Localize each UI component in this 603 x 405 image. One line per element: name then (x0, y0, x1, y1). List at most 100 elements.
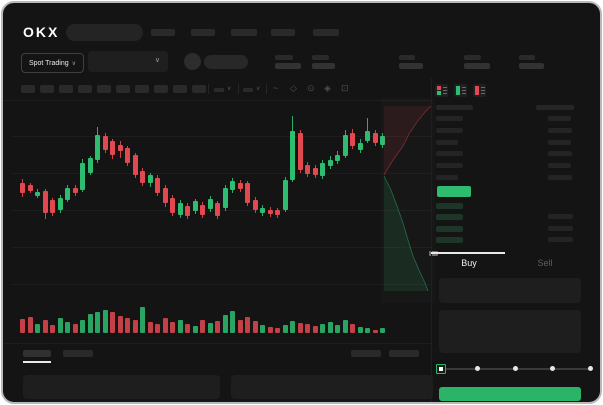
nav-item[interactable] (231, 29, 257, 36)
candle-body (170, 198, 175, 213)
gridline (11, 247, 431, 248)
volume-bar (357, 327, 363, 333)
tab-buy[interactable]: Buy (461, 258, 477, 268)
volume-bar (27, 317, 33, 333)
candle-body (312, 168, 318, 175)
toolbar-button[interactable] (192, 85, 206, 93)
bottom-link[interactable] (389, 350, 419, 357)
candle-body (290, 131, 295, 180)
nav-item[interactable] (191, 29, 215, 36)
ask-price (436, 116, 463, 121)
slider-stop-dot[interactable] (512, 365, 518, 371)
toolbar-button[interactable] (40, 85, 54, 93)
icon-line (481, 87, 485, 88)
candle-body (110, 141, 115, 155)
icon-line (443, 90, 447, 91)
pair-dropdown[interactable]: ∨ (88, 51, 168, 72)
chevron-down-icon: ∨ (154, 57, 160, 64)
amount-input[interactable] (439, 310, 581, 353)
tab-sell[interactable]: Sell (537, 258, 553, 268)
toolbar-button[interactable] (135, 85, 149, 93)
bid-amount (548, 225, 573, 231)
volume-bar (260, 325, 265, 333)
buy-button[interactable] (439, 387, 581, 401)
orderbook-asks-icon[interactable] (473, 84, 486, 97)
draw-icon[interactable]: ◇ (290, 83, 297, 93)
candle-body (357, 143, 363, 150)
candle-body (147, 175, 153, 183)
avatar[interactable] (184, 53, 201, 70)
toolbar-button[interactable] (116, 85, 130, 93)
candle-body (132, 155, 138, 175)
ask-amount (548, 151, 572, 157)
okx-logo: OKX (23, 24, 60, 40)
bid-price (436, 214, 463, 221)
volume-bar (297, 323, 303, 333)
bottom-tab[interactable] (23, 350, 51, 357)
ask-price (436, 151, 463, 157)
orderbook-bid-row[interactable] (431, 201, 583, 212)
bid-price (436, 236, 463, 243)
camera-icon[interactable]: ⊙ (307, 83, 315, 93)
orderbook-bid-row[interactable] (431, 235, 583, 246)
toolbar-button[interactable] (173, 85, 187, 93)
slider-stop-dot[interactable] (587, 365, 593, 371)
candle-body (72, 188, 78, 193)
icon-line (481, 93, 485, 94)
toolbar-button[interactable] (97, 85, 111, 93)
stat-value (519, 63, 544, 69)
nav-item[interactable] (313, 29, 339, 36)
nav-item[interactable] (271, 29, 295, 36)
candle-body (140, 171, 145, 183)
candle-body (65, 188, 70, 200)
fullscreen-icon[interactable]: ⊡ (341, 83, 349, 93)
stat-label (399, 55, 415, 60)
indicator-dropdown[interactable]: ∨ (243, 85, 267, 94)
toolbar-button[interactable] (78, 85, 92, 93)
orderbook-combined-icon[interactable] (435, 84, 448, 97)
magnet-icon[interactable]: ◈ (324, 83, 331, 93)
orderbook-ask-row[interactable] (431, 172, 583, 183)
slider-handle[interactable] (436, 364, 446, 374)
search-input[interactable] (66, 24, 143, 41)
ask-amount (548, 127, 572, 133)
line-style-icon[interactable]: ~ (273, 83, 279, 93)
volume-bar (162, 318, 168, 333)
orderbook-bid-row[interactable] (431, 224, 583, 235)
bottom-link[interactable] (351, 350, 381, 357)
slider-stop-dot[interactable] (475, 365, 480, 371)
nav-item[interactable] (151, 29, 175, 36)
volume-bar (117, 316, 123, 333)
volume-bar (275, 328, 280, 333)
volume-bar (87, 314, 93, 333)
bid-price (436, 225, 463, 232)
orderbook-bid-row[interactable] (431, 212, 583, 223)
chevron-down-icon: ∨ (227, 86, 232, 92)
toolbar-button[interactable] (59, 85, 73, 93)
toolbar-button[interactable] (21, 85, 35, 93)
volume-bar (192, 326, 198, 333)
orderbook-ask-row[interactable] (431, 137, 583, 148)
bottom-tab[interactable] (63, 350, 93, 357)
orderbook-ask-row[interactable] (431, 113, 583, 124)
price-input[interactable] (439, 278, 581, 303)
header-action-button[interactable] (204, 55, 248, 69)
market-type-selector[interactable]: Spot Trading ∨ (21, 53, 84, 73)
icon-line (443, 93, 447, 94)
last-price-badge[interactable] (437, 186, 471, 197)
interval-dropdown[interactable]: ∨ (214, 85, 238, 94)
volume-bar (320, 324, 325, 333)
chart-canvas[interactable] (18, 103, 386, 303)
depth-overlay (381, 98, 435, 303)
orderbook-ask-row[interactable] (431, 160, 583, 171)
volume-bar (252, 321, 258, 333)
slider-stop-dot[interactable] (550, 365, 555, 371)
stat-value (464, 63, 490, 69)
toolbar-button[interactable] (154, 85, 168, 93)
orderbook-bids-icon[interactable] (454, 84, 467, 97)
candle-body (297, 133, 303, 170)
orderbook-ask-row[interactable] (431, 125, 583, 136)
orderbook-ask-row[interactable] (431, 148, 583, 159)
ask-price (436, 175, 458, 180)
stat-label (312, 55, 329, 60)
